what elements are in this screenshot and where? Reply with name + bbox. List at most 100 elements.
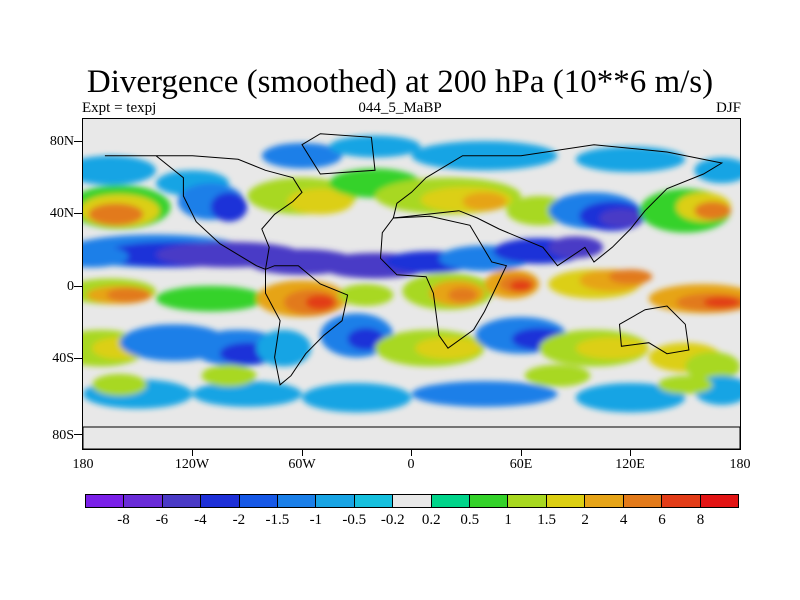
contour-region [703, 296, 740, 308]
colorbar-label: 0.5 [460, 512, 480, 528]
lon-label-60w: 60W [288, 457, 316, 472]
lon-tick [630, 450, 631, 456]
lat-tick [74, 358, 82, 359]
lat-label-80n: 80N [49, 134, 74, 149]
contour-region [448, 287, 478, 303]
continent-outline [301, 133, 376, 175]
contour-region [88, 203, 144, 226]
colorbar-box [546, 495, 586, 507]
lon-label-0: 0 [407, 457, 415, 472]
season-label: DJF [715, 100, 741, 116]
colorbar-box [316, 495, 355, 507]
colorbar-box [700, 495, 738, 507]
lon-tick [521, 450, 522, 456]
contour-region [83, 245, 129, 268]
contour-region [694, 201, 731, 220]
colorbar-box [354, 495, 394, 507]
continent-outline [379, 215, 508, 349]
colorbar-box [162, 495, 202, 507]
contour-region [599, 208, 644, 228]
colorbar-label: 0.2 [421, 512, 441, 528]
colorbar-label: -4 [194, 512, 207, 528]
colorbar-label: -0.2 [380, 512, 405, 528]
plot-title: Divergence (smoothed) at 200 hPa (10**6 … [86, 64, 714, 100]
contour-region [302, 383, 412, 413]
lon-label-180e: 180 [729, 457, 751, 472]
lat-tick [74, 434, 82, 435]
contour-region [192, 381, 302, 407]
colorbar-box [278, 495, 317, 507]
lat-tick [74, 286, 82, 287]
continent-outline [618, 305, 690, 355]
lon-tick [192, 450, 193, 456]
contour-region [657, 375, 713, 395]
contour-region [261, 142, 343, 169]
lon-tick [302, 450, 303, 456]
continent-outline [83, 426, 740, 449]
lon-tick [411, 450, 412, 456]
colorbar-label: -8 [117, 512, 130, 528]
colorbar-label: 2 [581, 512, 589, 528]
colorbar-label: -0.5 [342, 512, 367, 528]
lat-tick [74, 141, 82, 142]
lon-label-180w: 180 [72, 457, 94, 472]
contour-region [305, 295, 335, 310]
contour-region [156, 285, 266, 312]
contour-region [694, 157, 740, 184]
continent-outline [265, 265, 349, 386]
lat-label-40s: 40S [52, 351, 74, 366]
colorbar-label: 8 [696, 512, 705, 528]
contour-region [287, 188, 354, 215]
colorbar-label: 1 [504, 512, 512, 528]
contour-field [83, 119, 740, 449]
contour-region [608, 269, 653, 284]
colorbar-box [124, 495, 163, 507]
lat-label-40n: 40N [49, 206, 74, 221]
contour-region [548, 236, 604, 259]
case-label: 044_5_MaBP [358, 100, 442, 116]
contour-region [462, 192, 507, 211]
contour-region [347, 328, 385, 350]
lon-label-120e: 120E [615, 457, 645, 472]
contour-region [83, 155, 156, 185]
contour-region [106, 287, 151, 303]
colorbar-label: -6 [155, 512, 169, 528]
contour-region [256, 329, 312, 367]
colorbar-label: -2 [232, 512, 246, 528]
lon-label-120w: 120W [174, 457, 210, 472]
lon-label-60e: 60E [509, 457, 533, 472]
contour-region [575, 146, 686, 173]
lat-label-80s: 80S [52, 428, 74, 443]
map-panel [82, 118, 741, 450]
colorbar-box [662, 495, 701, 507]
colorbar-box [393, 495, 432, 507]
contour-region [575, 337, 649, 360]
contour-region [210, 192, 248, 222]
contour-region [510, 280, 532, 292]
contour-region [685, 351, 740, 382]
colorbar-box [201, 495, 240, 507]
colorbar-label: -1 [309, 512, 323, 528]
lat-label-0: 0 [67, 279, 74, 294]
contour-region [524, 364, 591, 387]
colorbar-box [585, 495, 624, 507]
colorbar [85, 494, 739, 508]
colorbar-box [623, 495, 663, 507]
experiment-label: Expt = texpj [82, 100, 157, 116]
colorbar-label: 4 [619, 512, 628, 528]
colorbar-label: 6 [658, 512, 666, 528]
contour-region [201, 364, 257, 387]
colorbar-box [470, 495, 509, 507]
colorbar-box [508, 495, 547, 507]
colorbar-label: -1.5 [265, 512, 290, 528]
colorbar-box [86, 495, 125, 507]
contour-region [411, 381, 558, 407]
colorbar-box [239, 495, 279, 507]
lat-tick [74, 213, 82, 214]
contour-region [92, 373, 147, 396]
colorbar-box [431, 495, 471, 507]
contour-region [338, 284, 394, 306]
continent-outline [392, 144, 724, 267]
contour-region [575, 383, 686, 413]
colorbar-label: 1.5 [537, 512, 557, 528]
